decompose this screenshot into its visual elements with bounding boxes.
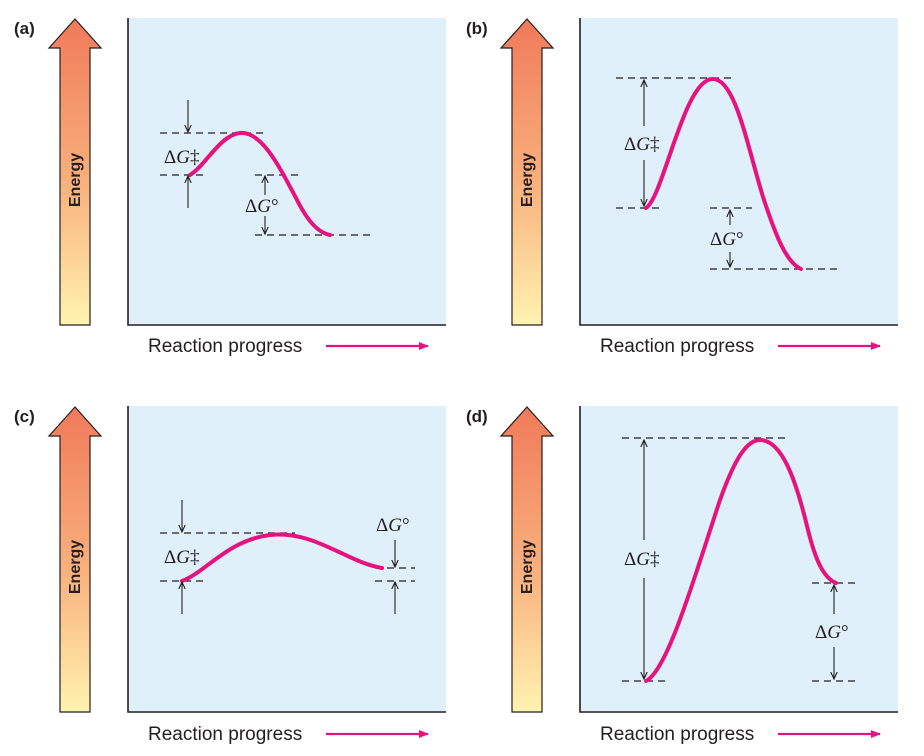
axes bbox=[127, 18, 446, 326]
x-axis-label: Reaction progress bbox=[600, 336, 754, 357]
energy-curve bbox=[644, 438, 838, 683]
free-energy-label: ΔG° bbox=[245, 196, 279, 217]
x-axis-label: Reaction progress bbox=[600, 724, 754, 745]
x-axis-label: Reaction progress bbox=[148, 336, 302, 357]
energy-axis-label: Energy bbox=[67, 153, 84, 207]
panel-label: (a) bbox=[14, 19, 35, 38]
axes bbox=[579, 406, 898, 713]
energy-arrow: Energy bbox=[499, 18, 555, 326]
activation-energy-label: ΔG‡ bbox=[624, 134, 659, 155]
energy-curve bbox=[644, 76, 803, 271]
free-energy-label: ΔG° bbox=[376, 515, 410, 536]
energy-axis-label: Energy bbox=[519, 540, 536, 594]
axes bbox=[579, 18, 898, 326]
panel-label: (b) bbox=[466, 19, 488, 38]
free-energy-label: ΔG° bbox=[710, 229, 744, 250]
panel-label: (c) bbox=[14, 407, 35, 426]
free-energy-label: ΔG° bbox=[815, 622, 849, 643]
energy-arrow: Energy bbox=[499, 406, 555, 713]
panel-d: (d) Energy Reaction progress ΔG‡ ΔG° bbox=[466, 406, 898, 745]
axes bbox=[127, 406, 446, 713]
x-axis-label: Reaction progress bbox=[148, 724, 302, 745]
activation-energy-label: ΔG‡ bbox=[164, 547, 199, 568]
panel-label: (d) bbox=[466, 407, 488, 426]
plot-area bbox=[580, 18, 898, 325]
plot-area bbox=[128, 18, 446, 325]
panel-c: (c) Energy Reaction progress ΔG‡ ΔG° bbox=[14, 406, 446, 745]
panel-a: (a) Energy Reaction progress ΔG‡ ΔG° bbox=[14, 18, 446, 357]
energy-axis-label: Energy bbox=[519, 153, 536, 207]
energy-arrow: Energy bbox=[47, 406, 103, 713]
activation-energy-label: ΔG‡ bbox=[164, 147, 199, 168]
energy-curve bbox=[188, 131, 332, 237]
panel-b: (b) Energy Reaction progress ΔG‡ ΔG° bbox=[466, 18, 898, 357]
activation-energy-label: ΔG‡ bbox=[624, 549, 659, 570]
energy-curve bbox=[180, 532, 384, 583]
energy-arrow: Energy bbox=[47, 18, 103, 326]
energy-axis-label: Energy bbox=[67, 540, 84, 594]
plot-area bbox=[128, 406, 446, 712]
